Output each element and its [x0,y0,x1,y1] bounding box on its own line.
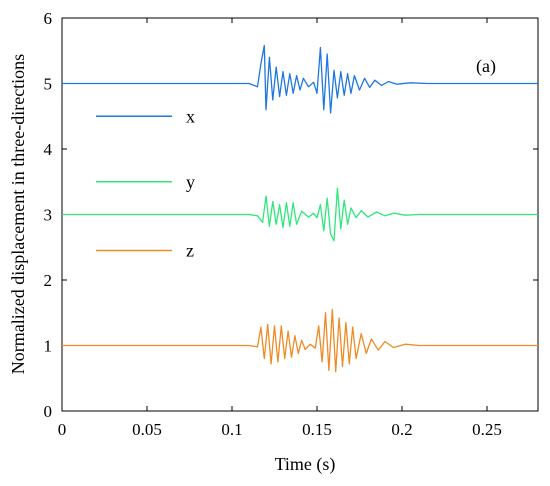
x-tick-label: 0.05 [132,420,162,439]
y-tick-label: 5 [44,75,53,94]
series-line-x [62,44,538,114]
series-layer [62,44,538,373]
axis-ticks: 0 0.05 0.1 0.15 0.2 0.25 0 1 2 3 4 5 6 [44,9,538,439]
legend-label-x: x [186,106,195,126]
x-tick-label: 0 [58,420,67,439]
y-tick-label: 6 [44,9,53,28]
y-tick-label: 0 [44,402,53,421]
y-tick-label: 2 [44,271,53,290]
y-tick-label: 1 [44,337,53,356]
x-tick-label: 0.1 [221,420,242,439]
series-line-y [62,187,538,242]
x-tick-label: 0.15 [302,420,332,439]
legend-label-z: z [186,241,194,261]
y-axis-title: Normalized displacement in three-directi… [8,54,28,374]
x-tick-label: 0.25 [472,420,502,439]
y-tick-label: 3 [44,206,53,225]
x-axis-title: Time (s) [275,454,336,475]
legend: x y z [96,106,195,261]
y-tick-label: 4 [44,140,53,159]
annotation-label: (a) [476,56,496,77]
series-line-z [62,308,538,373]
x-tick-label: 0.2 [391,420,412,439]
legend-label-y: y [186,172,195,192]
